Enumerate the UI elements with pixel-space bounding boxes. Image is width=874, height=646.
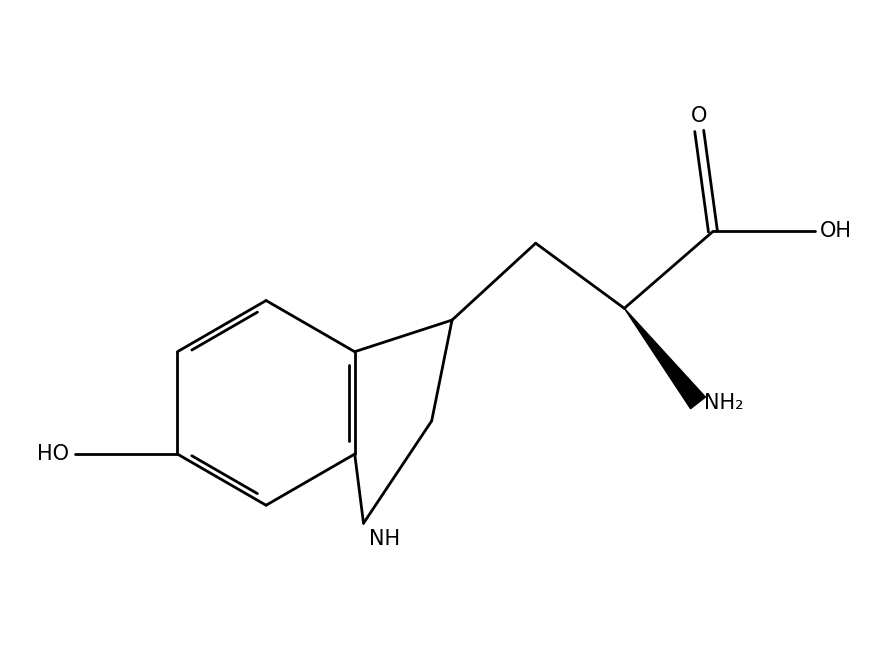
Text: OH: OH [820,222,852,242]
Text: NH₂: NH₂ [704,393,744,413]
Text: NH: NH [369,529,400,549]
Text: HO: HO [38,444,69,464]
Polygon shape [624,308,705,409]
Text: O: O [691,106,707,126]
